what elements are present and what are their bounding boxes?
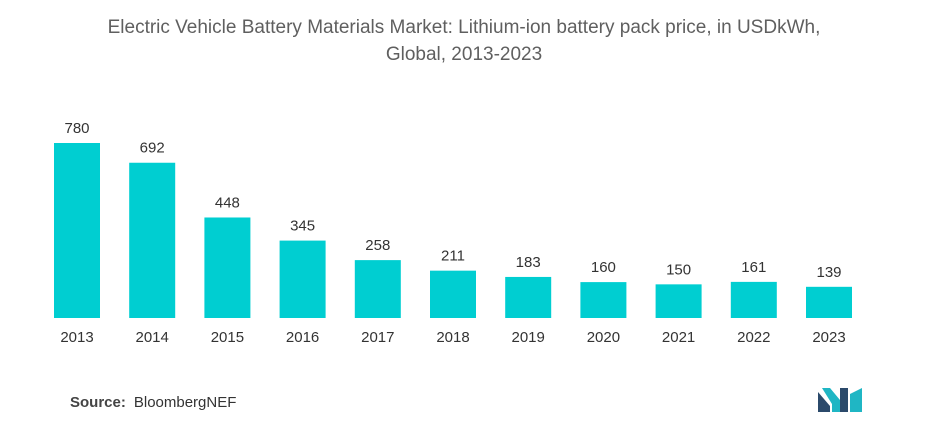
x-tick-label-2014: 2014: [136, 329, 169, 346]
bar-2023: [806, 286, 852, 318]
value-label-2016: 345: [290, 218, 315, 235]
chart-title-line-1: Electric Vehicle Battery Materials Marke…: [107, 17, 821, 38]
value-label-2022: 161: [741, 259, 766, 276]
x-tick-label-2022: 2022: [737, 329, 770, 346]
value-label-2019: 183: [516, 254, 541, 271]
bar-2019: [505, 276, 552, 318]
x-tick-label-2023: 2023: [812, 329, 845, 346]
bar-2014: [129, 162, 176, 318]
x-tick-label-2021: 2021: [662, 329, 695, 346]
bar-2020: [580, 282, 627, 318]
value-label-2017: 258: [365, 237, 390, 254]
chart-title-line-2: Global, 2013-2023: [385, 44, 543, 65]
x-tick-label-2016: 2016: [286, 329, 319, 346]
x-tick-label-2019: 2019: [512, 329, 545, 346]
bar-2022: [730, 281, 777, 318]
mordor-logo-icon: [818, 388, 862, 412]
value-label-2020: 160: [591, 259, 616, 276]
source-label: Source:: [70, 394, 126, 411]
bar-2015: [204, 217, 251, 318]
x-tick-label-2018: 2018: [436, 329, 469, 346]
value-label-2021: 150: [666, 261, 691, 278]
bar-2016: [279, 240, 326, 318]
bar-2021: [655, 284, 702, 318]
value-label-2018: 211: [441, 248, 465, 265]
bar-2013: [54, 143, 100, 318]
x-tick-label-2017: 2017: [361, 329, 394, 346]
value-label-2013: 780: [64, 120, 89, 137]
x-tick-label-2020: 2020: [587, 329, 620, 346]
bar-2018: [430, 270, 476, 318]
chart-title: Electric Vehicle Battery Materials Marke…: [0, 14, 928, 68]
source-value: BloombergNEF: [133, 394, 237, 411]
value-label-2015: 448: [215, 194, 240, 211]
x-tick-label-2013: 2013: [60, 329, 93, 346]
value-label-2023: 139: [816, 264, 841, 281]
bar-2017: [354, 260, 401, 318]
value-label-2014: 692: [140, 140, 165, 157]
x-tick-label-2015: 2015: [211, 329, 244, 346]
source-note: Source: BloombergNEF: [70, 394, 236, 411]
